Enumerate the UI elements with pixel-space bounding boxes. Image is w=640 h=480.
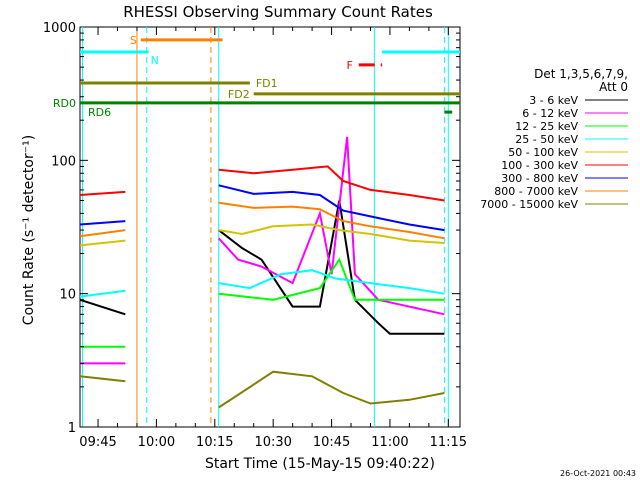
series-line bbox=[79, 239, 126, 247]
series-line bbox=[79, 190, 126, 196]
x-tick-label: 09:45 bbox=[79, 435, 116, 450]
legend-label: 100 - 300 keV bbox=[501, 159, 578, 172]
series-line bbox=[218, 223, 445, 244]
series-line bbox=[218, 184, 445, 232]
series-line bbox=[218, 200, 445, 335]
legend-label: 50 - 100 keV bbox=[508, 146, 578, 159]
legend-label: 6 - 12 keV bbox=[522, 107, 578, 120]
legend-label: 300 - 800 keV bbox=[501, 172, 578, 185]
x-tick-label: 10:45 bbox=[313, 435, 350, 450]
series-line bbox=[79, 220, 126, 226]
x-axis-label: Start Time (15-May-15 09:40:22) bbox=[205, 456, 435, 472]
y-tick-label: 10 bbox=[59, 288, 76, 303]
plot-frame bbox=[79, 26, 461, 428]
status-label-fd2: FD2 bbox=[228, 88, 250, 101]
x-tick-label: 11:15 bbox=[430, 435, 467, 450]
legend-label: 800 - 7000 keV bbox=[494, 185, 578, 198]
status-label-s: S bbox=[130, 34, 137, 47]
series-line bbox=[79, 289, 126, 298]
timestamp: 26-Oct-2021 00:43 bbox=[560, 469, 636, 478]
series-line bbox=[217, 136, 445, 316]
legend-label: 12 - 25 keV bbox=[515, 120, 578, 133]
series-line bbox=[79, 229, 126, 238]
y-tick-label: 1 bbox=[68, 421, 76, 436]
series-line bbox=[218, 257, 445, 301]
x-tick-label: 10:30 bbox=[254, 435, 291, 450]
y-tick-label: 1000 bbox=[43, 21, 76, 36]
series-line bbox=[218, 269, 445, 295]
status-label-f: F bbox=[346, 59, 352, 72]
legend-header-line-1: Det 1,3,5,6,7,9, bbox=[534, 67, 628, 81]
status-label-fd1: FD1 bbox=[256, 77, 278, 90]
series-line bbox=[79, 298, 126, 316]
series-line bbox=[218, 201, 445, 240]
legend-header-line-2: Att 0 bbox=[599, 80, 628, 94]
y-axis-label: Count Rate (s⁻¹ detector⁻¹) bbox=[21, 135, 37, 325]
series-line bbox=[218, 165, 445, 202]
status-label-rd0: RD0 bbox=[53, 97, 76, 110]
legend-label: 3 - 6 keV bbox=[529, 94, 578, 107]
series-line bbox=[218, 370, 445, 409]
x-tick-label: 10:00 bbox=[138, 435, 175, 450]
y-tick-label: 100 bbox=[51, 154, 76, 169]
status-label-n: N bbox=[151, 54, 159, 67]
x-tick-label: 11:00 bbox=[371, 435, 408, 450]
legend-label: 25 - 50 keV bbox=[515, 133, 578, 146]
legend-label: 7000 - 15000 keV bbox=[480, 198, 578, 211]
status-label-rd6: RD6 bbox=[88, 106, 111, 119]
series-line bbox=[79, 375, 126, 383]
x-tick-label: 10:15 bbox=[196, 435, 233, 450]
chart-title: RHESSI Observing Summary Count Rates bbox=[123, 3, 433, 21]
